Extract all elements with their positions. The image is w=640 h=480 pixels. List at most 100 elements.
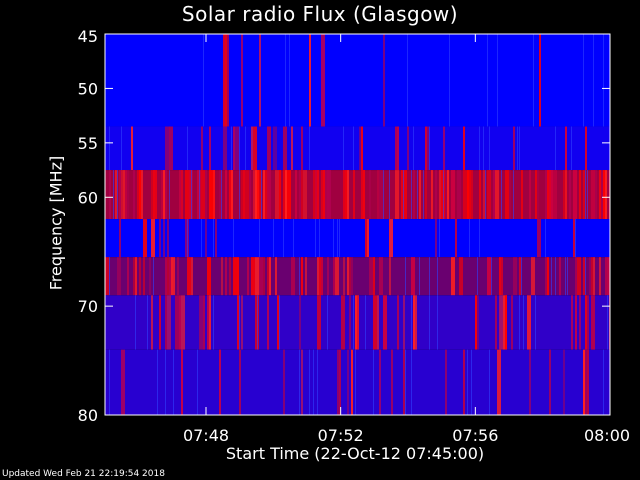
burst-stripe xyxy=(277,295,279,350)
noise-stripe xyxy=(245,126,246,171)
burst-stripe xyxy=(119,219,121,258)
burst-stripe xyxy=(559,257,561,296)
noise-stripe xyxy=(565,257,566,296)
burst-stripe xyxy=(335,257,339,296)
burst-stripe xyxy=(321,34,325,127)
noise-stripe xyxy=(551,257,552,296)
burst-stripe xyxy=(285,170,287,220)
burst-stripe xyxy=(549,349,551,415)
noise-stripe xyxy=(523,295,524,350)
burst-stripe xyxy=(545,170,547,220)
burst-stripe xyxy=(237,257,239,296)
noise-stripe xyxy=(261,170,262,220)
burst-stripe xyxy=(479,170,481,220)
burst-stripe xyxy=(225,170,227,220)
burst-stripe xyxy=(213,170,215,220)
burst-stripe xyxy=(205,219,207,258)
burst-stripe xyxy=(159,295,161,350)
burst-stripe xyxy=(305,257,307,296)
burst-stripe xyxy=(583,349,585,415)
burst-stripe xyxy=(403,349,405,415)
burst-stripe xyxy=(425,126,427,171)
noise-stripe xyxy=(319,219,320,258)
burst-stripe xyxy=(511,295,513,350)
burst-stripe xyxy=(389,219,393,258)
burst-stripe xyxy=(595,170,597,220)
noise-stripe xyxy=(309,126,310,171)
x-tick-label: 07:56 xyxy=(452,426,498,445)
noise-stripe xyxy=(585,170,586,220)
burst-stripe xyxy=(545,257,547,296)
burst-stripe xyxy=(249,170,251,220)
burst-stripe xyxy=(291,126,293,171)
burst-stripe xyxy=(185,170,187,220)
y-tick-label: 60 xyxy=(78,188,98,207)
burst-stripe xyxy=(369,257,373,296)
burst-stripe xyxy=(585,126,587,171)
burst-stripe xyxy=(275,257,277,296)
noise-stripe xyxy=(373,349,374,415)
burst-stripe xyxy=(443,126,445,171)
burst-stripe xyxy=(177,257,179,296)
burst-stripe xyxy=(215,219,217,258)
burst-stripe xyxy=(459,257,463,296)
noise-stripe xyxy=(533,34,534,127)
noise-stripe xyxy=(187,219,188,258)
burst-stripe xyxy=(171,257,175,296)
noise-stripe xyxy=(231,126,232,171)
noise-stripe xyxy=(353,126,354,171)
burst-stripe xyxy=(579,295,581,350)
noise-stripe xyxy=(487,34,488,127)
burst-stripe xyxy=(209,295,211,350)
burst-stripe xyxy=(471,170,473,220)
burst-stripe xyxy=(605,170,607,220)
burst-stripe xyxy=(361,126,363,171)
burst-stripe xyxy=(585,349,587,415)
noise-stripe xyxy=(471,349,472,415)
burst-stripe xyxy=(317,257,319,296)
frequency-band-3 xyxy=(105,219,610,258)
burst-stripe xyxy=(469,170,471,220)
burst-stripe xyxy=(321,257,323,296)
noise-stripe xyxy=(417,170,418,220)
burst-stripe xyxy=(587,349,589,415)
noise-stripe xyxy=(337,219,338,258)
burst-stripe xyxy=(367,219,369,258)
burst-stripe xyxy=(167,219,169,258)
burst-stripe xyxy=(565,170,567,220)
burst-stripe xyxy=(241,170,243,220)
burst-stripe xyxy=(347,349,349,415)
noise-stripe xyxy=(575,219,576,258)
burst-stripe xyxy=(425,170,427,220)
noise-stripe xyxy=(477,257,478,296)
updated-timestamp: Updated Wed Feb 21 22:19:54 2018 xyxy=(2,469,165,479)
burst-stripe xyxy=(243,170,245,220)
burst-stripe xyxy=(343,170,345,220)
burst-stripe xyxy=(191,257,193,296)
burst-stripe xyxy=(179,295,181,350)
burst-stripe xyxy=(161,170,163,220)
noise-stripe xyxy=(429,257,430,296)
burst-stripe xyxy=(391,349,393,415)
burst-stripe xyxy=(165,170,167,220)
burst-stripe xyxy=(351,349,353,415)
noise-stripe xyxy=(411,170,412,220)
frequency-band-0 xyxy=(105,34,610,127)
burst-stripe xyxy=(127,257,129,296)
noise-stripe xyxy=(383,170,384,220)
burst-stripe xyxy=(283,126,287,171)
burst-stripe xyxy=(259,34,261,127)
burst-stripe xyxy=(155,170,157,220)
burst-stripe xyxy=(531,257,535,296)
burst-stripe xyxy=(105,257,109,296)
burst-stripe xyxy=(495,295,497,350)
burst-stripe xyxy=(133,170,135,220)
burst-stripe xyxy=(377,295,379,350)
burst-stripe xyxy=(519,257,521,296)
burst-stripe xyxy=(309,34,311,127)
noise-stripe xyxy=(519,126,520,171)
burst-stripe xyxy=(395,126,397,171)
noise-stripe xyxy=(467,349,468,415)
noise-stripe xyxy=(519,295,520,350)
burst-stripe xyxy=(405,170,407,220)
